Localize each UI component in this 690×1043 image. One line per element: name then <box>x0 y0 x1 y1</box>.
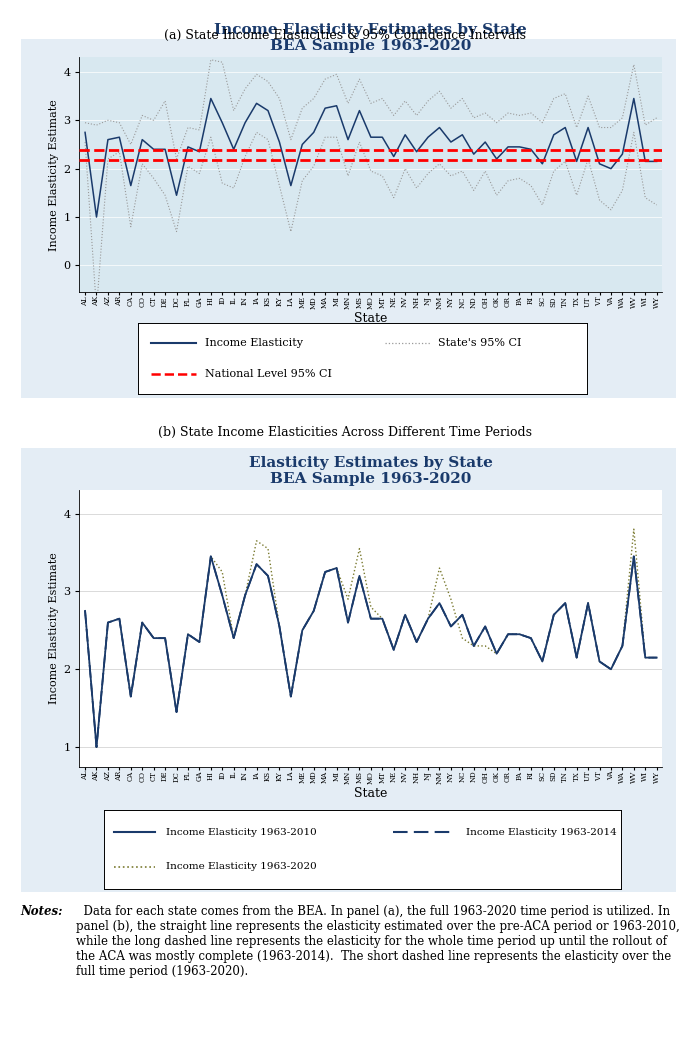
Y-axis label: Income Elasticity Estimate: Income Elasticity Estimate <box>49 99 59 250</box>
Text: (a) State Income Elasticities & 95% Confidence Intervals: (a) State Income Elasticities & 95% Conf… <box>164 29 526 42</box>
X-axis label: State: State <box>354 312 388 325</box>
Title: Elasticity Estimates by State
BEA Sample 1963-2020: Elasticity Estimates by State BEA Sample… <box>249 456 493 486</box>
Text: State's 95% CI: State's 95% CI <box>439 338 522 348</box>
Text: National Level 95% CI: National Level 95% CI <box>206 369 333 380</box>
Text: Notes:: Notes: <box>21 905 63 918</box>
Text: Income Elasticity: Income Elasticity <box>206 338 304 348</box>
Text: Data for each state comes from the BEA. In panel (a), the full 1963-2020 time pe: Data for each state comes from the BEA. … <box>77 905 680 978</box>
Text: Income Elasticity 1963-2010: Income Elasticity 1963-2010 <box>166 828 316 836</box>
Y-axis label: Income Elasticity Estimate: Income Elasticity Estimate <box>49 553 59 704</box>
Text: (b) State Income Elasticities Across Different Time Periods: (b) State Income Elasticities Across Dif… <box>158 427 532 439</box>
Text: Income Elasticity 1963-2014: Income Elasticity 1963-2014 <box>466 828 616 836</box>
Title: Income Elasticity Estimates by State
BEA Sample 1963-2020: Income Elasticity Estimates by State BEA… <box>215 23 527 53</box>
X-axis label: State: State <box>354 786 388 800</box>
Text: Income Elasticity 1963-2020: Income Elasticity 1963-2020 <box>166 863 316 871</box>
